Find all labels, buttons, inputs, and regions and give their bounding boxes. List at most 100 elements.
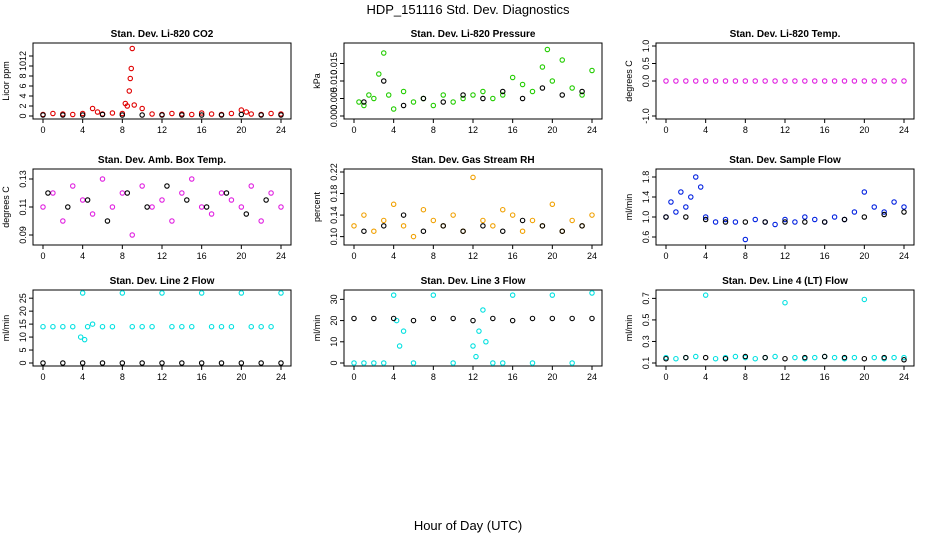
data-point [722,355,729,362]
data-point [149,204,155,210]
data-point [430,102,437,109]
data-point [139,112,145,118]
data-point [164,183,170,189]
y-tick-label: 0.11 [18,199,28,216]
data-point [450,212,456,218]
data-point [420,95,427,102]
y-axis-label: percent [312,191,322,222]
data-point [841,216,848,223]
y-tick-label: 0.5 [641,314,651,327]
data-point [579,92,585,98]
data-point [84,323,91,330]
x-tick-label: 12 [157,251,167,261]
data-point [99,323,106,330]
data-point [390,106,397,112]
data-point [248,111,255,117]
data-point [480,307,486,313]
data-point [139,183,145,189]
x-tick-label: 16 [508,125,518,135]
data-point [559,57,565,63]
data-point [77,334,84,340]
data-point [40,323,46,330]
x-tick-label: 8 [743,125,748,135]
data-point [243,211,250,217]
panel-title: Stan. Dev. Li-820 Pressure [411,29,536,40]
data-point [782,216,788,223]
x-tick-label: 0 [663,125,668,135]
data-point [119,112,126,118]
data-point [702,78,709,84]
data-point [519,81,526,88]
data-point [702,354,709,361]
x-tick-label: 0 [40,125,45,135]
y-tick-label: 15 [18,319,28,329]
data-point [881,354,887,361]
data-point [490,315,496,322]
data-point [400,102,407,109]
data-point [762,78,768,84]
data-point [218,190,225,196]
x-tick-label: 20 [236,125,246,135]
x-tick-label: 0 [351,372,356,382]
x-tick-label: 0 [663,372,668,382]
data-point [509,212,516,218]
plot-frame [655,168,915,246]
data-point [742,353,749,360]
data-point [851,354,858,361]
data-point [99,360,106,366]
y-axis-label: degrees C [624,60,634,102]
data-point [70,111,76,118]
data-point [861,189,868,195]
data-point [351,315,357,322]
y-tick-label: 1.4 [641,191,651,204]
data-point [881,209,887,215]
y-tick-label: 0.5 [641,57,651,70]
y-tick-label: 0.1 [641,357,651,370]
data-point [742,219,749,225]
data-point [50,190,56,196]
data-point [891,78,897,84]
data-point [742,78,749,84]
data-point [139,360,145,366]
data-point [81,336,88,343]
data-point [688,194,694,200]
data-point [473,353,479,360]
data-point [139,105,145,112]
y-tick-label: 0.18 [329,185,339,203]
data-point [400,88,407,95]
data-point [470,343,476,349]
data-point [821,353,828,360]
x-tick-label: 0 [351,125,356,135]
y-axis-label: ml/min [624,315,634,342]
data-point [169,323,175,330]
y-tick-label: 30 [329,294,339,304]
data-point [198,112,205,118]
data-point [385,92,392,98]
x-tick-label: 4 [703,251,708,261]
y-tick-label: 0.09 [18,226,28,244]
data-point [831,214,838,220]
data-point [663,214,669,220]
data-point [529,217,536,224]
y-tick-label: 0 [18,360,28,365]
data-point [712,355,719,362]
data-point [361,102,367,109]
data-point [450,360,456,366]
panel-title: Stan. Dev. Li-820 CO2 [111,29,214,40]
data-point [549,315,556,322]
data-point [131,102,137,108]
data-point [410,360,417,366]
x-tick-label: 4 [391,125,396,135]
y-tick-label: 0.7 [641,292,651,305]
data-point [159,197,165,203]
data-point [861,78,868,84]
data-point [499,360,506,366]
data-point [752,78,758,84]
data-point [683,354,689,361]
data-point [483,339,489,345]
x-tick-label: 20 [547,125,557,135]
data-point [258,112,264,118]
data-point [722,219,729,225]
x-tick-label: 0 [40,372,45,382]
x-tick-label: 4 [703,372,708,382]
